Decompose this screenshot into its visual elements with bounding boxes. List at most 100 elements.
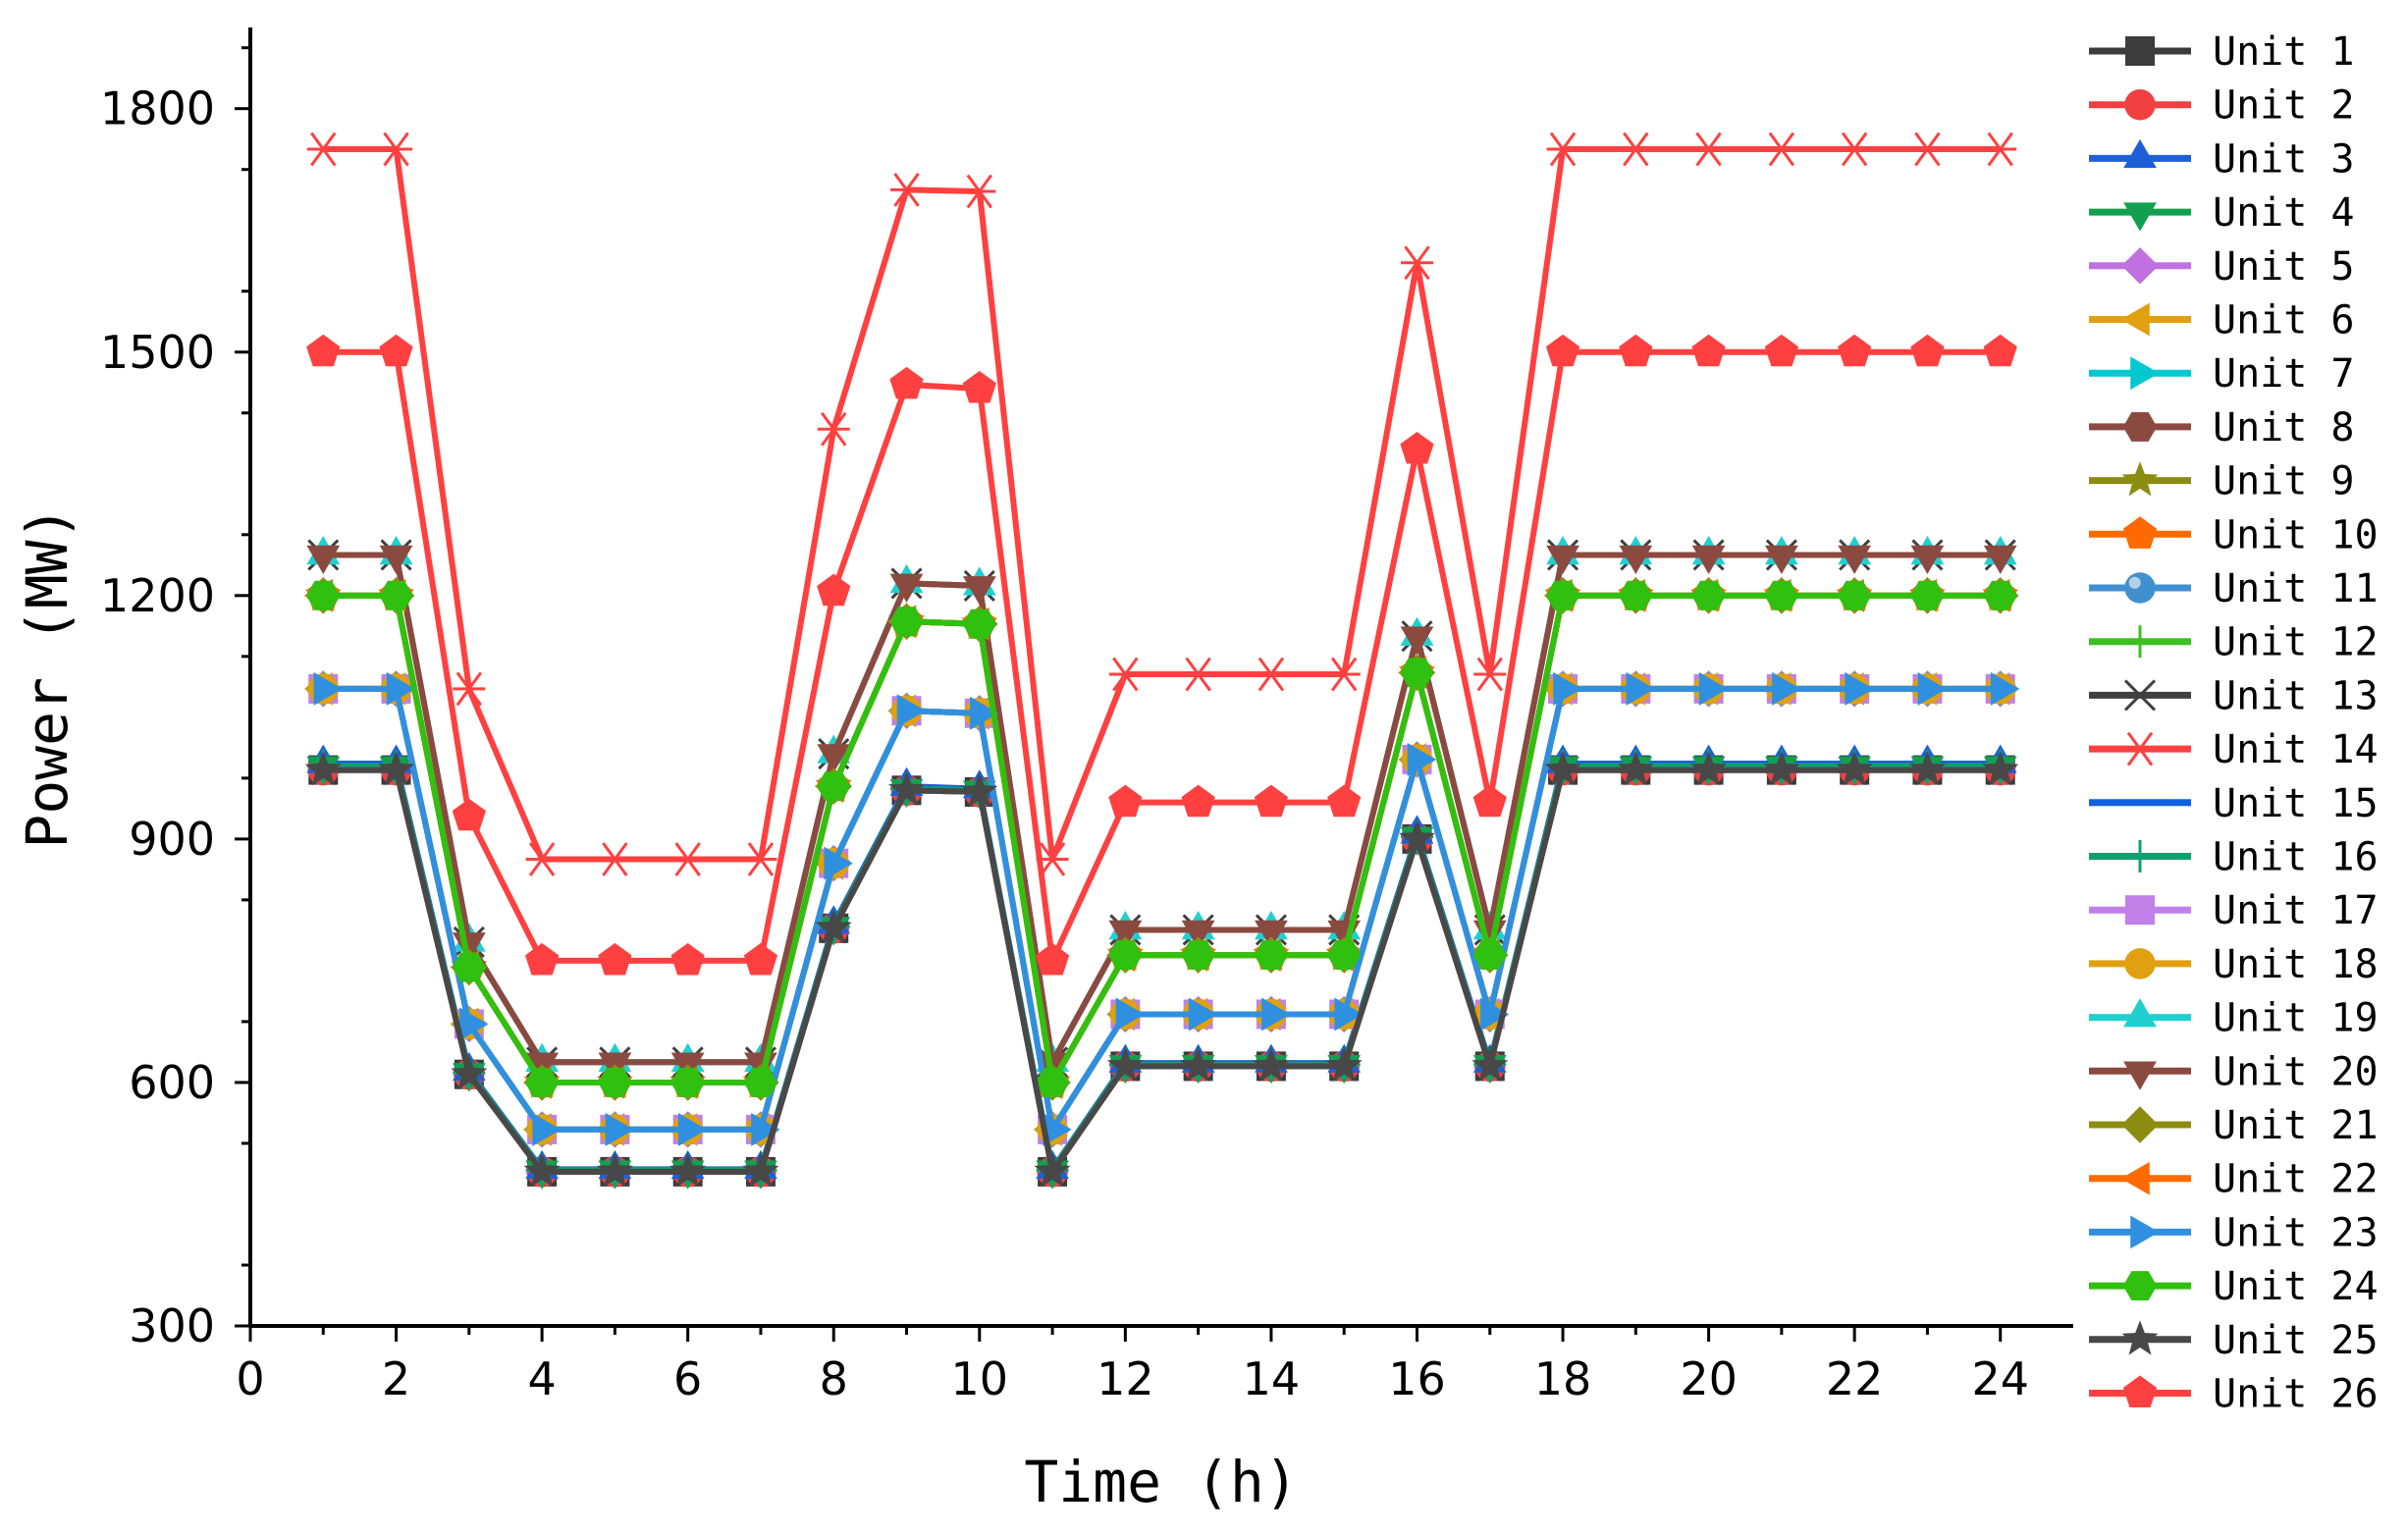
series-22 <box>303 578 2010 1099</box>
x-tick-label: 2 <box>382 1352 410 1405</box>
data-point <box>598 1067 632 1097</box>
data-point <box>378 751 415 786</box>
y-tick-label: 600 <box>129 1056 215 1109</box>
data-point <box>1480 997 1510 1031</box>
legend-item: Unit 12 <box>2089 620 2379 665</box>
data-point <box>1180 1046 1217 1083</box>
data-point <box>598 842 631 876</box>
series-line <box>323 767 2001 1175</box>
legend-label: Unit 6 <box>2213 298 2355 344</box>
series-12 <box>306 672 2017 1146</box>
data-point <box>1764 545 1798 574</box>
data-point <box>1691 580 1726 610</box>
data-point <box>1982 751 2019 786</box>
series-21 <box>304 577 2019 1101</box>
data-point <box>1619 580 1653 610</box>
legend-item: Unit 15 <box>2089 781 2379 826</box>
data-point <box>1544 751 1581 786</box>
legend-item: Unit 23 <box>2089 1210 2379 1255</box>
data-point <box>1910 132 1944 167</box>
data-point <box>889 366 924 399</box>
y-tick-label: 1800 <box>100 82 215 135</box>
data-point <box>1691 334 1726 367</box>
data-point <box>890 172 924 207</box>
legend-label: Unit 22 <box>2213 1157 2379 1202</box>
data-point <box>743 942 778 976</box>
data-point <box>379 580 413 610</box>
data-point <box>379 334 413 367</box>
x-tick-label: 12 <box>1097 1352 1154 1405</box>
data-point <box>1473 657 1507 692</box>
legend-label: Unit 19 <box>2213 996 2379 1041</box>
legend-marker <box>2123 138 2157 169</box>
data-point <box>313 672 343 706</box>
data-point <box>452 952 487 982</box>
data-point <box>1253 1046 1290 1083</box>
legend-label: Unit 5 <box>2213 244 2355 290</box>
legend-label: Unit 9 <box>2213 459 2355 504</box>
y-tick-label: 1500 <box>100 326 215 379</box>
data-point <box>743 1067 778 1097</box>
data-point <box>525 842 559 876</box>
x-tick-label: 18 <box>1534 1352 1592 1405</box>
data-point <box>1334 997 1364 1031</box>
legend-label: Unit 10 <box>2213 512 2379 557</box>
legend-item: Unit 9 <box>2089 459 2355 504</box>
data-point <box>1327 784 1362 818</box>
x-tick-label: 4 <box>527 1352 556 1405</box>
data-point <box>744 842 777 876</box>
data-point <box>532 1113 562 1146</box>
data-point <box>1472 940 1508 971</box>
legend-item: Unit 14 <box>2089 727 2379 772</box>
legend-item: Unit 6 <box>2089 298 2355 344</box>
data-point <box>1619 132 1652 167</box>
data-point <box>670 942 705 976</box>
legend-item: Unit 11 <box>2089 566 2379 611</box>
legend: Unit 1 Unit 2 Unit 3 Unit 4 Unit 5 Unit 6 Unit… <box>2089 29 2379 1417</box>
data-point <box>1546 545 1579 574</box>
legend-label: Unit 12 <box>2213 620 2379 665</box>
y-tick-label: 300 <box>129 1299 215 1352</box>
data-point <box>1181 920 1215 949</box>
legend-item: Unit 4 <box>2089 190 2355 236</box>
data-point <box>459 1007 489 1041</box>
data-point <box>1626 672 1655 706</box>
legend-item: Unit 1 <box>2089 29 2355 75</box>
data-point <box>1910 545 1945 574</box>
data-point <box>306 545 341 574</box>
series-11 <box>307 673 2016 1145</box>
legend-label: Unit 1 <box>2213 29 2355 75</box>
x-axis-title: Time (h) <box>1024 1449 1298 1515</box>
legend-label: Unit 16 <box>2213 835 2379 880</box>
data-point <box>1043 1113 1072 1146</box>
axes <box>248 27 2073 1328</box>
data-point <box>1327 657 1361 692</box>
legend-marker <box>2121 1106 2159 1143</box>
data-point <box>1764 580 1799 610</box>
series-7 <box>313 672 2020 1146</box>
series-line <box>323 592 2001 1085</box>
series-20 <box>306 545 2017 1082</box>
x-tick-label: 20 <box>1680 1352 1738 1405</box>
data-point <box>1838 132 1871 167</box>
series-13 <box>307 539 2016 1079</box>
legend-item: Unit 21 <box>2089 1103 2379 1148</box>
legend-item: Unit 16 <box>2089 835 2379 880</box>
data-point <box>1765 132 1798 167</box>
legend-marker <box>2130 1215 2160 1249</box>
series-1 <box>308 755 2015 1187</box>
series-line <box>323 592 2001 1085</box>
data-point <box>1035 942 1070 976</box>
data-point <box>1545 334 1580 367</box>
data-point <box>1908 751 1946 786</box>
legend-item: Unit 10 <box>2089 512 2379 557</box>
data-point <box>1983 545 2017 574</box>
series-24 <box>306 580 2017 1097</box>
legend-marker <box>2123 731 2157 767</box>
data-point <box>452 798 486 831</box>
data-point <box>677 1113 708 1146</box>
series-2 <box>307 754 2016 1188</box>
series-line <box>323 763 2001 1174</box>
data-point <box>1619 334 1653 367</box>
